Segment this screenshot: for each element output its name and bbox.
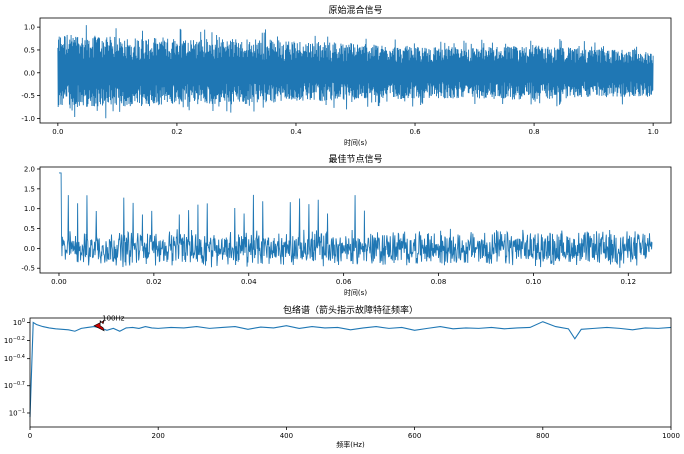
y-tick-label: 1.0 — [24, 24, 35, 32]
x-axis-label: 时间(s) — [344, 138, 367, 147]
y-tick-label: 10−1 — [9, 408, 25, 417]
x-tick-label: 0.00 — [51, 278, 67, 286]
y-tick-label: 0.5 — [24, 225, 35, 233]
axes-frame — [39, 17, 672, 124]
series-line-spectrum — [29, 321, 672, 418]
x-tick-label: 1.0 — [648, 128, 659, 136]
x-tick-label: 400 — [280, 432, 293, 440]
x-tick-label: 0.2 — [171, 128, 182, 136]
y-tick-label: 1.5 — [24, 185, 35, 193]
y-tick-label: -0.5 — [21, 92, 35, 100]
x-tick-label: 600 — [408, 432, 421, 440]
y-tick-label: 10−0.4 — [4, 354, 25, 363]
y-tick-label: 0.0 — [24, 245, 35, 253]
y-tick-label: -1.0 — [21, 115, 35, 123]
x-tick-label: 800 — [536, 432, 549, 440]
chart-raw-signal: 原始混合信号 0.0 0.2 0.4 0.6 0.8 1.0 -1.0 -0.5 0.0 0.5 1.… — [21, 4, 672, 147]
x-tick-label: 0.6 — [409, 128, 421, 136]
x-tick-label: 0.8 — [529, 128, 540, 136]
x-tick-label: 200 — [152, 432, 165, 440]
annotation-arrow — [93, 320, 105, 332]
x-axis-label: 时间(s) — [344, 288, 367, 297]
axes-frame — [29, 317, 672, 428]
x-tick-label: 0.04 — [241, 278, 257, 286]
x-tick-label: 0.02 — [146, 278, 162, 286]
series-line-raw — [57, 25, 654, 119]
annotation-label: 100Hz — [102, 315, 125, 323]
chart-envelope-spectrum: 包络谱（箭头指示故障特征频率） 0 200 400 600 800 1000 100 10−0.… — [4, 304, 680, 449]
x-tick-label: 0.0 — [52, 128, 63, 136]
y-tick-label: 10−0.2 — [4, 336, 25, 345]
x-tick-label: 0 — [28, 432, 32, 440]
chart-title: 最佳节点信号 — [328, 153, 382, 165]
x-tick-label: 1000 — [662, 432, 680, 440]
y-tick-label: 1.0 — [24, 205, 35, 213]
y-tick-label: 100 — [13, 318, 25, 327]
series-line-best-node — [58, 172, 653, 268]
x-tick-label: 0.10 — [526, 278, 542, 286]
axes-frame — [39, 166, 672, 274]
x-tick-label: 0.06 — [336, 278, 352, 286]
x-tick-label: 0.4 — [290, 128, 302, 136]
x-axis-label: 频率(Hz) — [336, 440, 365, 449]
y-tick-label: 0.0 — [24, 69, 35, 77]
y-tick-label: -0.5 — [21, 265, 35, 273]
y-tick-label: 0.5 — [24, 46, 35, 54]
x-tick-label: 0.08 — [431, 278, 447, 286]
y-tick-label: 2.0 — [24, 165, 35, 173]
chart-title: 原始混合信号 — [328, 4, 382, 16]
chart-title: 包络谱（箭头指示故障特征频率） — [283, 304, 418, 316]
y-tick-label: 10−0.7 — [4, 381, 25, 390]
x-tick-label: 0.12 — [621, 278, 637, 286]
chart-best-node-signal: 最佳节点信号 0.00 0.02 0.04 0.06 0.08 0.10 0.12 -0.5 0.… — [21, 153, 672, 297]
